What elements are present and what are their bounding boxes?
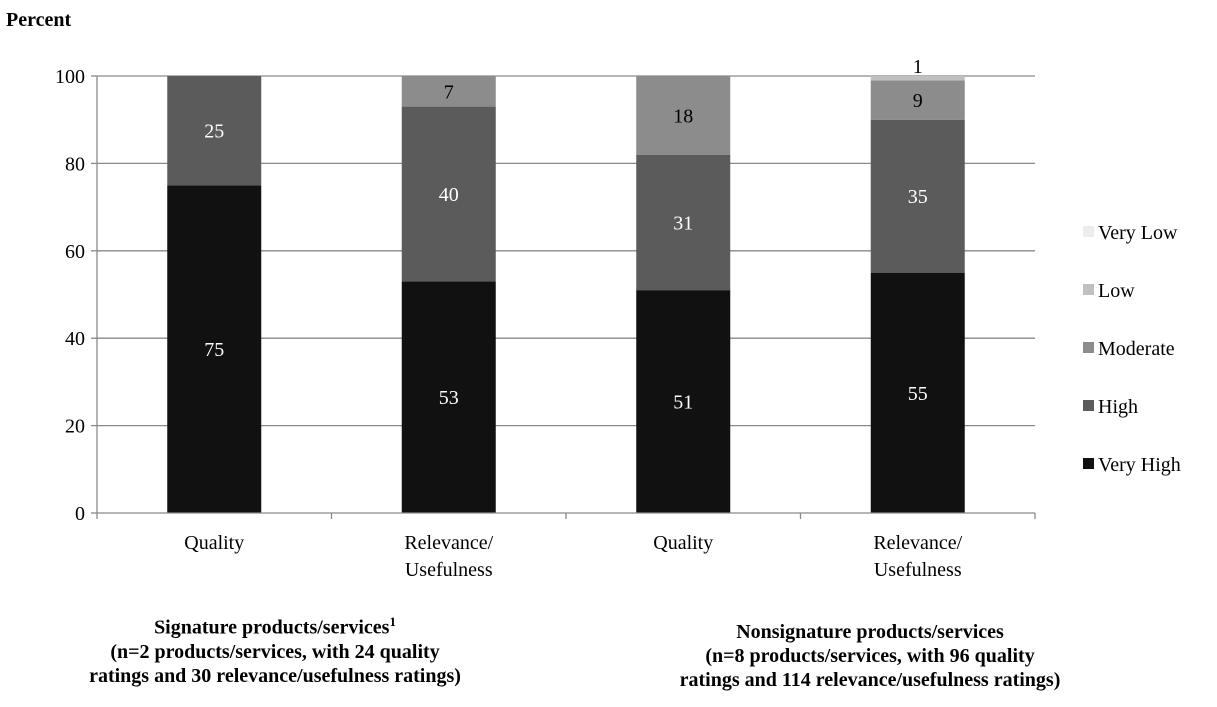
y-tick-label: 60 [65,241,85,263]
y-tick-label: 20 [65,416,85,438]
y-tick-label: 0 [75,503,85,525]
y-axis-title: Percent [6,9,71,31]
bar-segment [636,76,731,155]
legend-swatch [1083,226,1094,237]
data-label: 25 [204,121,224,143]
group-caption-line2: (n=2 products/services, with 24 quality [110,640,440,663]
group-caption-line2: (n=8 products/services, with 96 quality [705,645,1035,667]
bar-segment [636,290,731,513]
data-label: 40 [439,184,459,206]
group-caption-title: Signature products/services1 [60,610,490,640]
legend-label: Very Low [1098,222,1178,244]
data-label: 51 [673,392,693,414]
y-tick-label: 80 [65,153,85,175]
bar-segment [401,76,496,107]
legend-swatch [1083,400,1094,411]
group-caption-nonsignature: Nonsignature products/services (n=8 prod… [590,620,1150,692]
bar-segment [636,154,731,291]
data-label: 35 [908,186,928,208]
bar-segment [870,76,965,81]
legend-label: High [1098,396,1138,418]
x-tick-label: Quality [653,532,713,554]
x-tick-label: Relevance/ [873,532,962,554]
group-caption-line3: ratings and 30 relevance/usefulness rati… [89,664,461,687]
bar-segment [167,76,262,186]
group-caption-title: Nonsignature products/services [736,621,1004,643]
group-caption-title-text: Signature products/services [154,616,390,639]
group-caption-signature: Signature products/services1 (n=2 produc… [60,610,490,688]
bar-segment [401,281,496,513]
data-label: 1 [913,56,923,78]
x-tick-label: Usefulness [874,559,962,581]
legend-swatch [1083,284,1094,295]
x-tick-label: Usefulness [405,559,493,581]
bar-segment [401,106,496,282]
legend-swatch [1083,342,1094,353]
data-label: 31 [673,212,693,234]
bar-segment [870,80,965,120]
bar-segment [870,272,965,513]
legend-label: Moderate [1098,338,1175,360]
data-label: 75 [204,339,224,361]
data-label: 7 [444,81,454,103]
x-tick-label: Quality [184,532,244,554]
data-label: 55 [908,383,928,405]
group-caption-line3: ratings and 114 relevance/usefulness rat… [679,669,1061,691]
y-tick-label: 100 [55,66,85,88]
legend-swatch [1083,458,1094,469]
data-label: 9 [913,90,923,112]
bar-segment [870,119,965,273]
x-tick-label: Relevance/ [404,532,493,554]
axes: 0 20 40 60 80 100 Quality Relevance/Usefulness Q… [55,66,1036,581]
data-label: 53 [439,387,459,409]
footnote-marker: 1 [389,614,396,629]
y-tick-label: 40 [65,328,85,350]
bar-segment [167,185,262,513]
legend-label: Low [1098,280,1135,302]
legend-label: Very High [1098,454,1181,476]
legend: Very Low Low Moderate High Very High [1083,222,1181,476]
data-label: 18 [673,105,693,127]
bar-stacks: 75 25 53 40 7 51 31 18 55 35 9 1 [167,56,965,513]
